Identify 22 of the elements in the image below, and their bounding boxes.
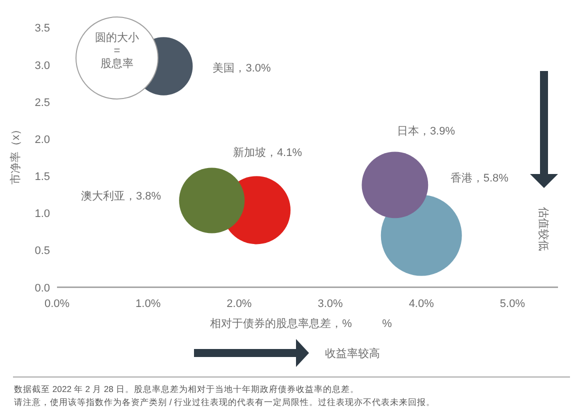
annotation: 收益率较高 (325, 348, 380, 360)
x-tick-label: 5.0% (500, 298, 526, 310)
x-tick-label: 4.0% (408, 298, 434, 310)
annotation: % (382, 318, 392, 330)
y-tick-label: 0.5 (34, 245, 50, 258)
annotation: 圆的大小 = 股息率 (95, 32, 139, 70)
x-tick-label: 2.0% (226, 298, 252, 310)
y-tick-label: 2.0 (34, 134, 50, 146)
y-tick-label: 3.5 (34, 22, 50, 35)
annotation: 请注意，使用该等指数作为各资产类别 / 行业过往表现的代表有一定局限性。过往表现亦不代表未来回报。 (14, 397, 436, 407)
y-tick-label: 1.0 (34, 208, 50, 220)
y-tick-label: 1.5 (34, 171, 50, 184)
y-tick-label: 2.5 (34, 96, 50, 109)
x-tick-label: 1.0% (136, 298, 161, 310)
y-axis-title: 市净率（x） (9, 124, 22, 184)
y-tick-label: 0.0 (34, 282, 50, 294)
x-axis-title: 相对于债券的股息率息差，% (210, 317, 352, 330)
annotation: 估值较低 (537, 207, 549, 251)
x-tick-label: 0.0% (44, 298, 70, 310)
annotation: 数据截至 2022 年 2 月 28 日。股息率息差为相对于当地十年期政府债券收益率的息差。 (14, 384, 359, 394)
y-tick-label: 3.0 (34, 60, 50, 72)
x-tick-label: 3.0% (318, 298, 344, 310)
